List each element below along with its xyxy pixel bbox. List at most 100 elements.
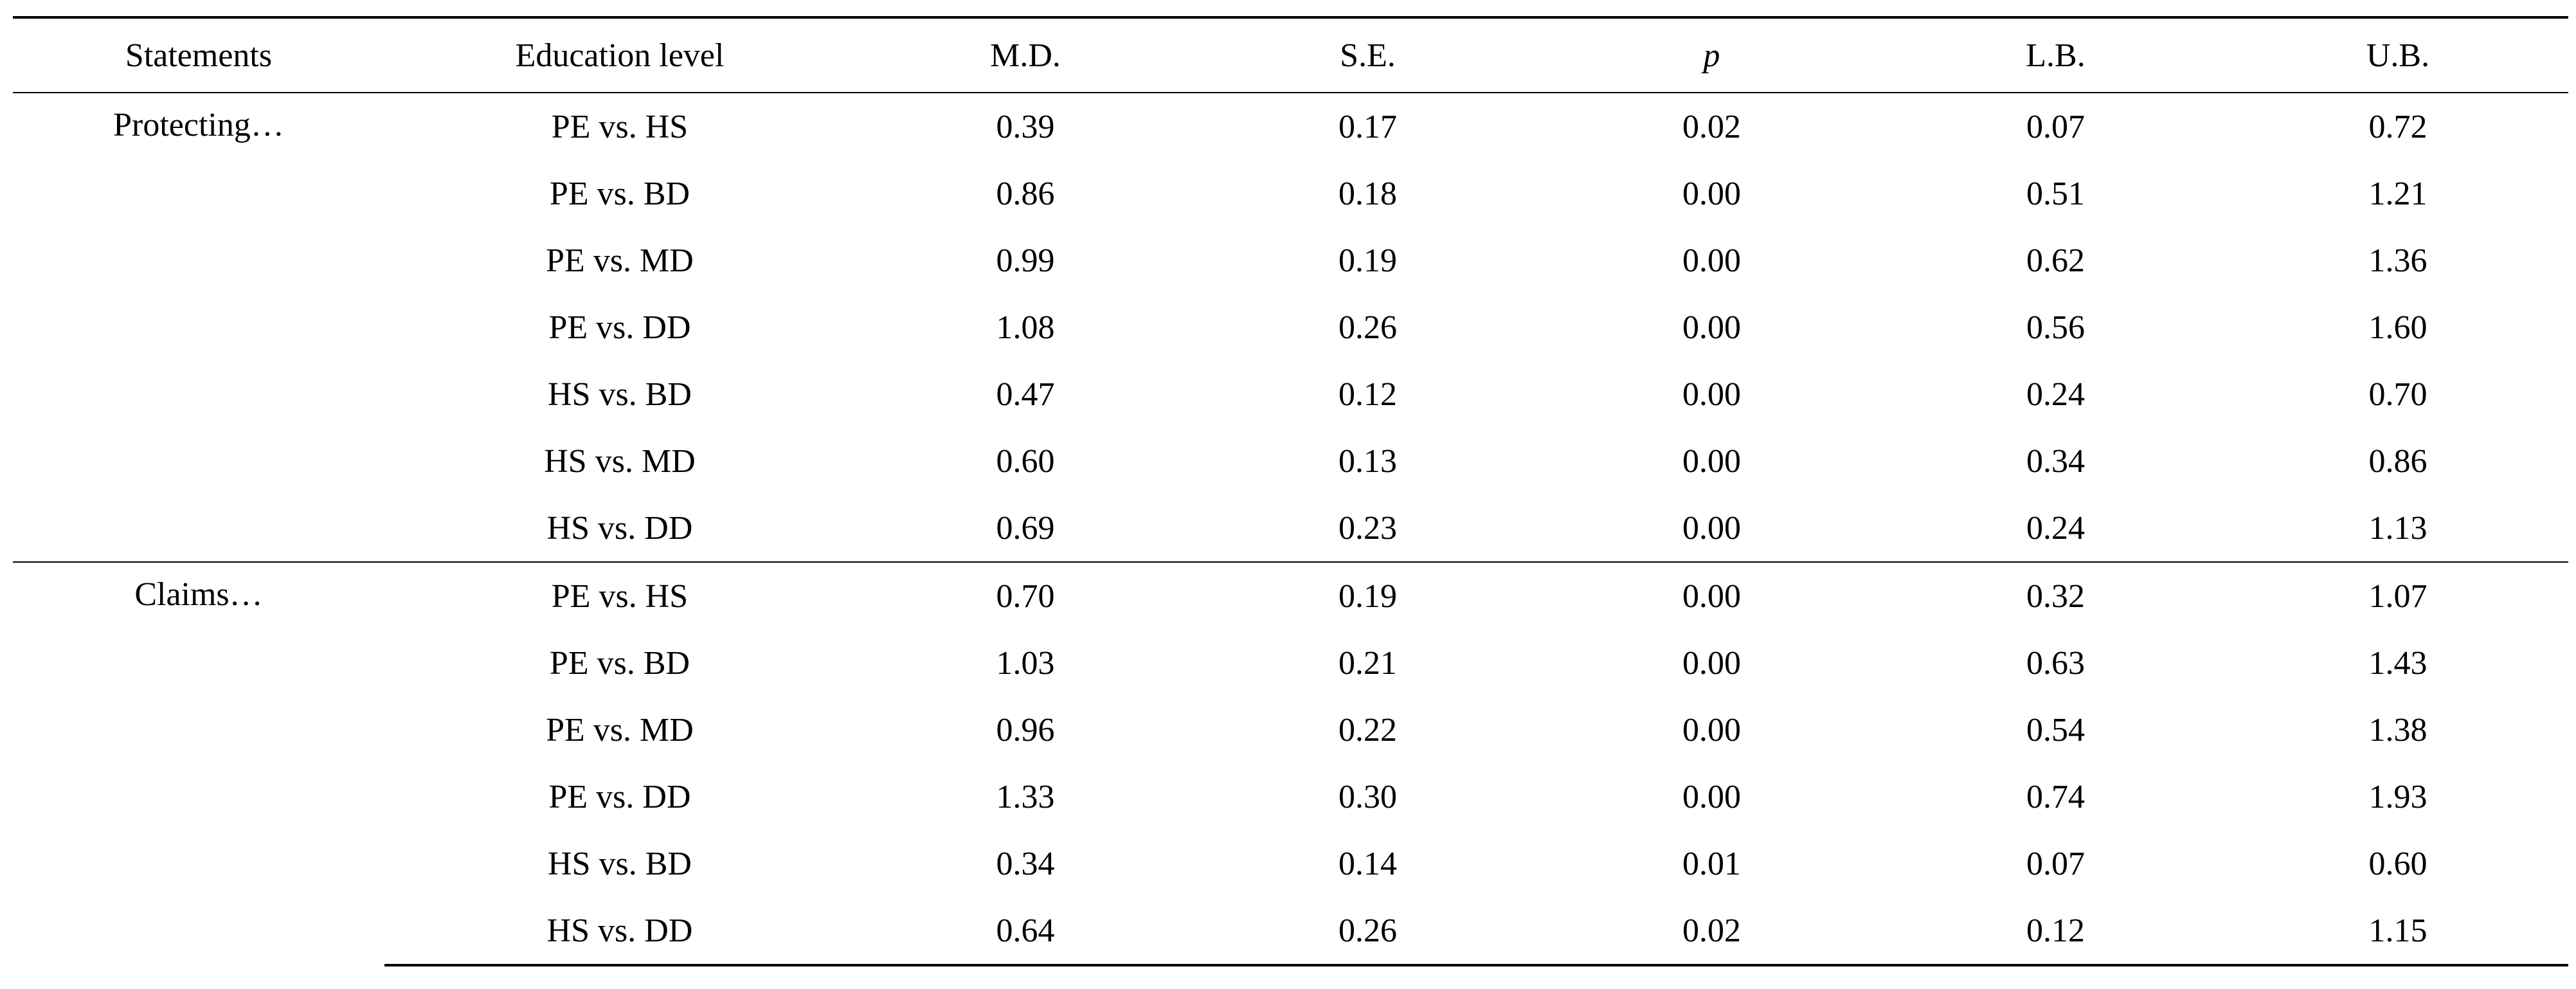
se-cell: 0.12 xyxy=(1338,376,1397,413)
p-cell: 0.00 xyxy=(1682,711,1741,749)
table-row: PE vs. DD 1.08 0.26 0.00 0.56 1.60 xyxy=(13,294,2568,361)
md-cell: 1.03 xyxy=(996,644,1055,682)
education-level-cell: HS vs. BD xyxy=(548,376,692,413)
se-cell: 0.13 xyxy=(1338,442,1397,480)
p-cell: 0.00 xyxy=(1682,644,1741,682)
md-cell: 0.64 xyxy=(855,897,1196,966)
p-cell: 0.00 xyxy=(1540,561,1884,630)
group-protecting: Protecting… PE vs. HS 0.39 0.17 0.02 0.0… xyxy=(13,93,2568,562)
md-cell: 0.70 xyxy=(855,561,1196,630)
ub-cell: 1.15 xyxy=(2228,897,2568,966)
comparison-table-container: Statements Education level M.D. S.E. p L… xyxy=(13,16,2568,966)
lb-cell: 0.63 xyxy=(2026,644,2085,682)
table-row: PE vs. MD 0.99 0.19 0.00 0.62 1.36 xyxy=(13,227,2568,294)
p-cell: 0.01 xyxy=(1682,845,1741,882)
se-cell: 0.26 xyxy=(1196,897,1540,966)
se-cell: 0.19 xyxy=(1196,561,1540,630)
education-level-cell: PE vs. BD xyxy=(549,175,690,212)
lb-cell: 0.07 xyxy=(2026,845,2085,882)
se-cell: 0.21 xyxy=(1338,644,1397,682)
header-row: Statements Education level M.D. S.E. p L… xyxy=(13,16,2568,93)
lb-cell: 0.32 xyxy=(1884,561,2228,630)
education-level-cell: PE vs. MD xyxy=(546,711,694,749)
table-row: PE vs. MD 0.96 0.22 0.00 0.54 1.38 xyxy=(13,696,2568,763)
ub-cell: 0.70 xyxy=(2368,376,2427,413)
se-cell: 0.14 xyxy=(1338,845,1397,882)
table-row: PE vs. DD 1.33 0.30 0.00 0.74 1.93 xyxy=(13,763,2568,830)
ub-cell: 1.93 xyxy=(2368,778,2427,815)
md-cell: 0.99 xyxy=(996,242,1055,279)
lb-cell: 0.51 xyxy=(2026,175,2085,212)
p-cell: 0.00 xyxy=(1682,778,1741,815)
lb-cell: 0.62 xyxy=(2026,242,2085,279)
education-level-cell: HS vs. BD xyxy=(548,845,692,882)
se-cell: 0.26 xyxy=(1338,309,1397,346)
md-cell: 0.96 xyxy=(996,711,1055,749)
p-cell: 0.02 xyxy=(1682,108,1741,145)
header-education-level: Education level xyxy=(384,16,855,93)
statement-cell: Protecting… xyxy=(113,107,284,143)
table-row: PE vs. BD 1.03 0.21 0.00 0.63 1.43 xyxy=(13,630,2568,696)
md-cell: 1.33 xyxy=(996,778,1055,815)
table-row: HS vs. BD 0.34 0.14 0.01 0.07 0.60 xyxy=(13,830,2568,897)
education-level-cell: PE vs. HS xyxy=(551,108,689,145)
p-cell: 0.00 xyxy=(1682,309,1741,346)
table-row: HS vs. MD 0.60 0.13 0.00 0.34 0.86 xyxy=(13,428,2568,494)
header-ub: U.B. xyxy=(2228,16,2568,93)
lb-cell: 0.74 xyxy=(2026,778,2085,815)
statement-cell: Claims… xyxy=(13,561,384,965)
table-row: HS vs. DD 0.64 0.26 0.02 0.12 1.15 xyxy=(13,897,2568,966)
md-cell: 0.47 xyxy=(996,376,1055,413)
ub-cell: 0.86 xyxy=(2368,442,2427,480)
se-cell: 0.17 xyxy=(1338,108,1397,145)
se-cell: 0.18 xyxy=(1338,175,1397,212)
table-row: Protecting… PE vs. HS 0.39 0.17 0.02 0.0… xyxy=(13,93,2568,160)
comparison-table: Statements Education level M.D. S.E. p L… xyxy=(13,16,2568,966)
header-md: M.D. xyxy=(855,16,1196,93)
md-cell: 1.08 xyxy=(996,309,1055,346)
md-cell: 0.86 xyxy=(996,175,1055,212)
group-claims: Claims… PE vs. HS 0.70 0.19 0.00 0.32 1.… xyxy=(13,561,2568,966)
se-cell: 0.23 xyxy=(1338,509,1397,547)
se-cell: 0.30 xyxy=(1338,778,1397,815)
education-level-cell: PE vs. BD xyxy=(549,644,690,682)
p-cell: 0.00 xyxy=(1682,242,1741,279)
education-level-cell: PE vs. MD xyxy=(546,242,694,279)
lb-cell: 0.07 xyxy=(2026,108,2085,145)
education-level-cell: PE vs. DD xyxy=(548,309,691,346)
md-cell: 0.69 xyxy=(996,509,1055,547)
lb-cell: 0.12 xyxy=(1884,897,2228,966)
header-lb: L.B. xyxy=(1884,16,2228,93)
lb-cell: 0.24 xyxy=(2026,509,2085,547)
education-level-cell: HS vs. DD xyxy=(546,509,693,547)
header-se: S.E. xyxy=(1196,16,1540,93)
md-cell: 0.60 xyxy=(996,442,1055,480)
se-cell: 0.22 xyxy=(1338,711,1397,749)
lb-cell: 0.34 xyxy=(2026,442,2085,480)
table-row: HS vs. BD 0.47 0.12 0.00 0.24 0.70 xyxy=(13,361,2568,428)
ub-cell: 1.36 xyxy=(2368,242,2427,279)
ub-cell: 1.38 xyxy=(2368,711,2427,749)
se-cell: 0.19 xyxy=(1338,242,1397,279)
education-level-cell: PE vs. DD xyxy=(548,778,691,815)
table-header: Statements Education level M.D. S.E. p L… xyxy=(13,16,2568,93)
education-level-cell: PE vs. HS xyxy=(384,561,855,630)
header-p: p xyxy=(1540,16,1884,93)
p-cell: 0.00 xyxy=(1682,509,1741,547)
table-row: Claims… PE vs. HS 0.70 0.19 0.00 0.32 1.… xyxy=(13,561,2568,965)
ub-cell: 1.21 xyxy=(2368,175,2427,212)
ub-cell: 1.43 xyxy=(2368,644,2427,682)
table-row: PE vs. BD 0.86 0.18 0.00 0.51 1.21 xyxy=(13,160,2568,227)
p-cell: 0.00 xyxy=(1682,376,1741,413)
p-cell: 0.02 xyxy=(1540,897,1884,966)
ub-cell: 1.07 xyxy=(2228,561,2568,630)
md-cell: 0.34 xyxy=(996,845,1055,882)
header-statements: Statements xyxy=(13,16,384,93)
education-level-cell: HS vs. MD xyxy=(544,442,696,480)
lb-cell: 0.24 xyxy=(2026,376,2085,413)
p-cell: 0.00 xyxy=(1682,442,1741,480)
ub-cell: 1.13 xyxy=(2368,509,2427,547)
md-cell: 0.39 xyxy=(996,108,1055,145)
p-cell: 0.00 xyxy=(1682,175,1741,212)
ub-cell: 0.60 xyxy=(2368,845,2427,882)
